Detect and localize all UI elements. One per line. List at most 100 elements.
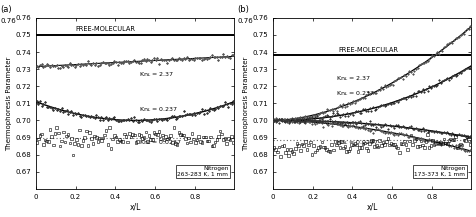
Point [35, 65, 42, 68]
Point [365, 120, 373, 123]
Point [408, 72, 416, 75]
Point [35, 102, 42, 106]
Point [124, 140, 131, 144]
Point [84, 114, 91, 117]
Point [102, 128, 110, 132]
Point [183, 112, 190, 115]
Point [130, 58, 138, 62]
Point [125, 119, 133, 122]
Point [428, 84, 436, 87]
Point [311, 122, 318, 125]
Point [301, 120, 308, 123]
Point [127, 135, 135, 138]
Point [401, 143, 409, 146]
Point [433, 83, 440, 87]
Point [99, 136, 107, 140]
Point [56, 66, 64, 69]
Point [332, 143, 340, 146]
Point [330, 122, 338, 125]
Point [176, 114, 184, 118]
Point [400, 96, 407, 100]
Point [462, 28, 470, 31]
Point [89, 142, 97, 145]
Point [62, 64, 70, 68]
Point [302, 117, 310, 120]
Point [90, 117, 98, 120]
Text: FREE-MOLECULAR: FREE-MOLECULAR [337, 48, 397, 53]
Point [309, 120, 317, 123]
Point [312, 148, 320, 152]
Point [347, 124, 355, 127]
Point [188, 57, 196, 61]
Point [286, 148, 294, 151]
Point [449, 38, 457, 42]
Point [76, 115, 83, 118]
Text: 0.76: 0.76 [237, 18, 252, 24]
Point [165, 136, 172, 140]
Point [137, 133, 144, 137]
Point [411, 137, 419, 141]
Point [377, 85, 384, 89]
Point [326, 108, 333, 112]
Point [275, 117, 282, 120]
Point [78, 115, 85, 118]
Point [368, 106, 376, 109]
Point [382, 104, 389, 107]
Point [311, 113, 318, 117]
Point [375, 128, 383, 132]
Point [428, 130, 436, 133]
Point [342, 150, 350, 153]
Point [368, 131, 376, 135]
Point [336, 115, 343, 118]
Point [269, 118, 277, 122]
Point [322, 119, 330, 123]
Point [459, 68, 466, 71]
Point [447, 131, 455, 135]
Point [198, 107, 205, 110]
Point [276, 118, 284, 122]
Point [191, 141, 199, 144]
Point [421, 87, 429, 91]
Point [426, 86, 434, 90]
Point [397, 131, 404, 135]
Point [216, 129, 223, 133]
Point [224, 55, 232, 58]
Point [436, 141, 444, 144]
Point [377, 129, 384, 132]
Point [398, 132, 406, 136]
Point [61, 140, 69, 144]
Point [390, 101, 397, 104]
Point [71, 112, 79, 115]
Point [158, 58, 166, 62]
Point [120, 59, 128, 63]
Point [411, 67, 419, 71]
Point [447, 143, 455, 147]
Point [140, 58, 148, 61]
Point [339, 112, 347, 116]
Point [358, 124, 366, 127]
Point [105, 116, 113, 120]
Point [462, 135, 470, 138]
Point [464, 139, 472, 143]
Point [346, 124, 353, 128]
Point [170, 114, 178, 118]
Point [97, 139, 105, 142]
Point [64, 133, 72, 136]
Point [185, 136, 192, 140]
Point [194, 112, 202, 115]
Point [426, 55, 434, 59]
Point [415, 128, 422, 132]
Point [324, 149, 331, 153]
Point [104, 143, 111, 146]
Point [326, 116, 333, 119]
Point [218, 55, 225, 59]
Point [373, 88, 381, 92]
Point [339, 102, 347, 105]
Point [201, 108, 208, 112]
Point [142, 118, 149, 121]
Point [447, 42, 455, 45]
Point [92, 113, 100, 117]
Point [326, 150, 333, 153]
Point [319, 125, 327, 128]
Point [79, 139, 87, 142]
